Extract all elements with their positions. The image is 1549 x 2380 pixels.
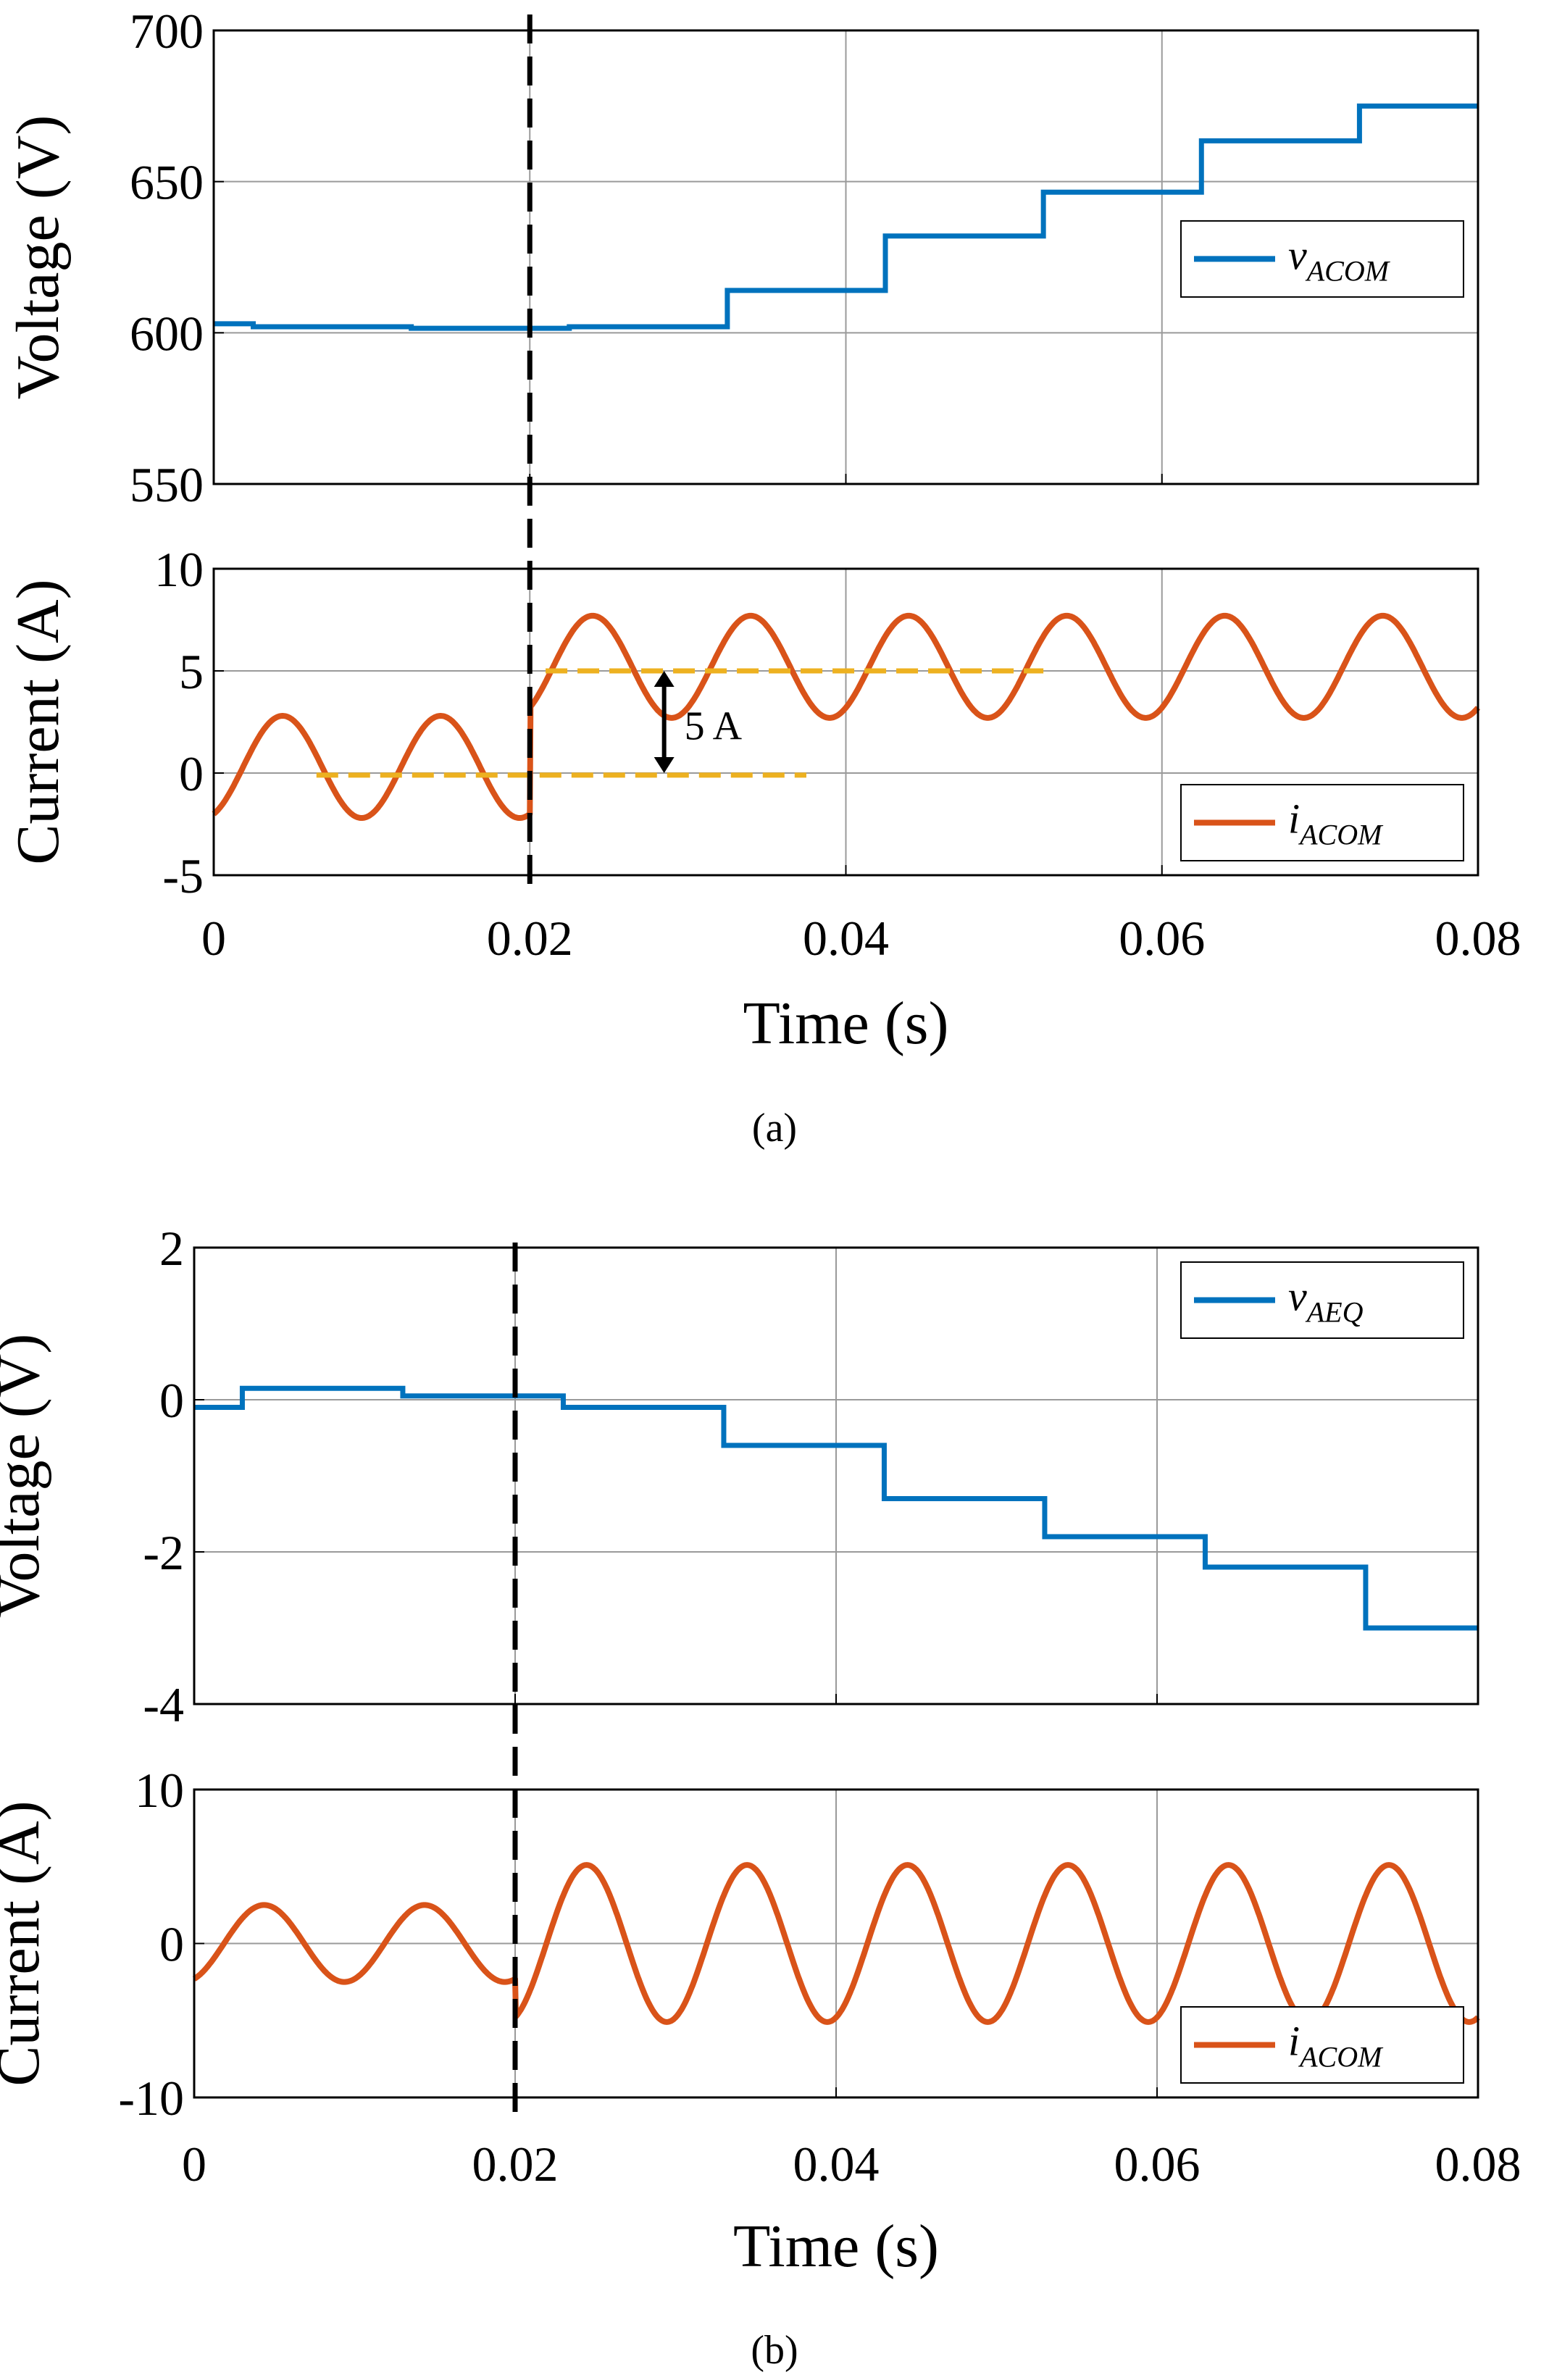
y-tick-label: -5 [162, 848, 204, 903]
subfigure-caption: (a) [752, 1106, 797, 1151]
current-series-line [212, 612, 1481, 821]
y-tick-label: 10 [135, 1763, 184, 1818]
y-tick-label: 2 [159, 1221, 184, 1276]
legend: vACOM [1180, 220, 1464, 298]
y-axis-label: Voltage (V) [0, 1334, 52, 1619]
legend-subscript: ACOM [1298, 819, 1384, 851]
x-tick-label: 0.02 [487, 911, 573, 966]
x-tick-label: 0.04 [793, 2137, 880, 2192]
y-axis-label: Current (A) [0, 1800, 52, 2086]
annotation-label: 5 A [685, 704, 743, 749]
panel-voltage: 2 0 -2 -4 Voltage (V) vAEQ [0, 1221, 1479, 1732]
legend-symbol: v [1288, 231, 1307, 278]
panel-current: 10 5 0 -5 Current (A) 5 A iACOM 0 0.02 0.04 0.06 0.… [4, 542, 1521, 966]
x-tick-label: 0.02 [472, 2137, 559, 2192]
annotation-arrowhead-down [654, 757, 675, 773]
x-tick-label: 0 [182, 2137, 206, 2192]
legend-label: iACOM [1288, 796, 1384, 851]
y-tick-label: 550 [130, 457, 204, 512]
y-tick-label: 700 [130, 4, 204, 59]
y-axis-label: Voltage (V) [4, 115, 72, 400]
y-tick-label: 5 [179, 644, 204, 699]
legend-label: vACOM [1288, 231, 1391, 287]
legend: vAEQ [1180, 1261, 1464, 1339]
legend: iACOM [1180, 784, 1464, 861]
y-tick-label: -4 [143, 1677, 184, 1732]
y-tick-label: -10 [118, 2071, 184, 2126]
current-series-line [192, 1862, 1480, 2025]
y-tick-label: 10 [154, 542, 204, 597]
x-tick-label: 0.04 [803, 911, 889, 966]
legend-symbol: i [1288, 796, 1300, 843]
y-axis-label: Current (A) [4, 579, 72, 864]
x-tick-label: 0.06 [1114, 2137, 1201, 2192]
legend-symbol: i [1288, 2018, 1300, 2065]
y-tick-label: 650 [130, 155, 204, 210]
x-tick-label: 0.08 [1435, 911, 1521, 966]
y-tick-label: 0 [179, 746, 204, 801]
panel-current: 10 0 -10 Current (A) iACOM 0 0.02 0.04 0.06 0.08 [0, 1763, 1521, 2192]
y-tick-label: 600 [130, 306, 204, 361]
legend-subscript: AEQ [1305, 1296, 1364, 1329]
y-tick-label: -2 [143, 1525, 184, 1580]
voltage-series-line [214, 103, 1478, 331]
y-tick-label: 0 [159, 1373, 184, 1428]
panel-voltage: 700 650 600 550 Voltage (V) vACOM [4, 4, 1479, 512]
subfigure-caption: (b) [751, 2328, 798, 2373]
legend-label: iACOM [1288, 2018, 1384, 2074]
y-tick-label: 0 [159, 1917, 184, 1972]
legend-subscript: ACOM [1298, 2041, 1384, 2074]
x-tick-label: 0 [201, 911, 226, 966]
voltage-series-line [194, 1385, 1478, 1631]
legend-label: vAEQ [1288, 1273, 1364, 1329]
legend-symbol: v [1288, 1273, 1307, 1320]
legend-subscript: ACOM [1305, 254, 1391, 287]
legend: iACOM [1180, 2006, 1464, 2084]
x-tick-label: 0.06 [1119, 911, 1205, 966]
x-tick-label: 0.08 [1435, 2137, 1521, 2192]
annotation-arrowhead-up [654, 671, 675, 687]
x-axis-label: Time (s) [733, 2213, 939, 2280]
x-axis-label: Time (s) [743, 990, 949, 1057]
